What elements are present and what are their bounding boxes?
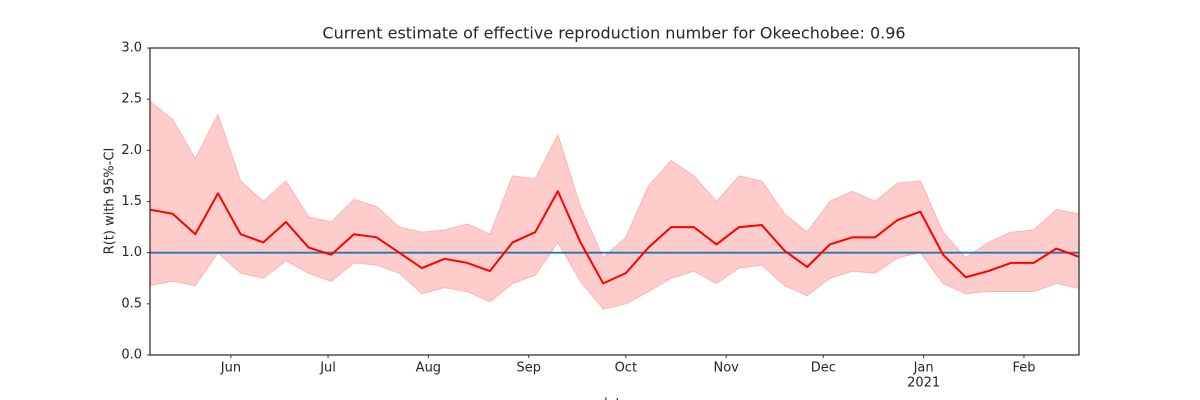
y-tick-label: 2.5 [121, 92, 142, 107]
x-tick-label: Sep [516, 361, 541, 376]
y-tick-label: 1.5 [121, 194, 142, 209]
r-line [149, 190, 1080, 285]
y-tick-label: 1.0 [121, 245, 142, 260]
y-tick-label: 2.0 [121, 143, 142, 158]
y-tick-label: 0.0 [121, 348, 142, 363]
x-tick-label: Jan [913, 361, 934, 376]
x-tick-label: Oct [615, 361, 637, 376]
x-tick-label: Dec [811, 361, 836, 376]
x-tick-sublabel: 2021 [907, 376, 940, 391]
y-tick-label: 0.5 [121, 296, 142, 311]
chart-title: Current estimate of effective reproducti… [322, 24, 905, 43]
y-axis-label: R(t) with 95%-CI [103, 148, 118, 255]
y-tick-label: 3.0 [121, 41, 142, 56]
plot-frame [149, 47, 1080, 356]
x-tick-label: Jul [319, 361, 336, 376]
x-axis-label: date [599, 397, 628, 400]
x-tick-label: Aug [416, 361, 441, 376]
x-tick-label: Feb [1012, 361, 1035, 376]
x-tick-label: Jun [220, 361, 241, 376]
x-tick-label: Nov [713, 361, 739, 376]
